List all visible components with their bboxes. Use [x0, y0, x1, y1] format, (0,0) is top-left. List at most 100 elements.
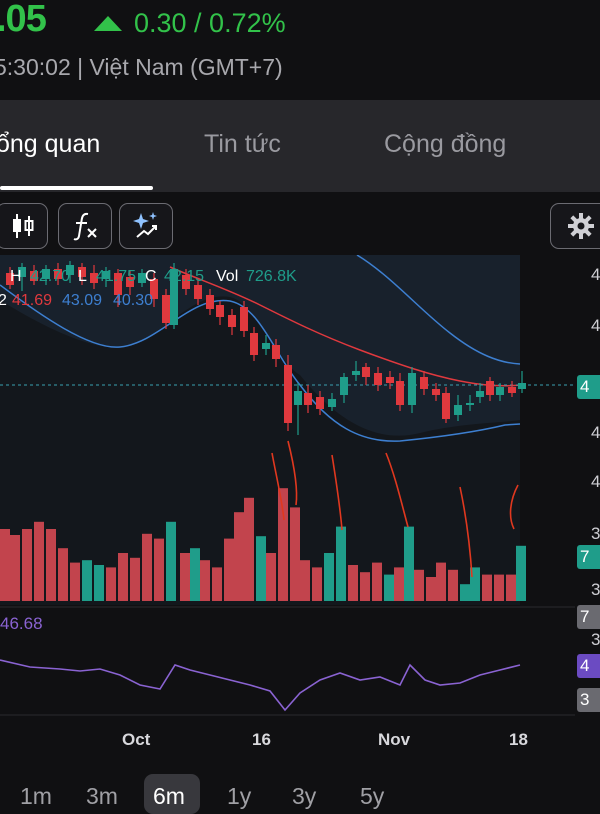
volume-bar	[0, 529, 10, 601]
volume-bar	[482, 574, 492, 601]
volume-bar	[70, 562, 80, 601]
x-axis-label: 16	[252, 730, 271, 749]
volume-bar	[384, 574, 394, 601]
volume-bar	[234, 512, 244, 601]
candle-body	[250, 333, 258, 355]
range-1y[interactable]: 1y	[227, 783, 252, 809]
volume-bar	[22, 529, 32, 601]
hand-drawn-annotations	[271, 440, 519, 578]
range-3y[interactable]: 3y	[292, 783, 317, 809]
candle-body	[54, 269, 62, 279]
volume-bar	[414, 569, 424, 601]
ai-analysis-button[interactable]	[119, 203, 173, 249]
legend-bb-upper: 41.69	[12, 292, 52, 309]
volume-bar	[190, 548, 200, 601]
volume-bar	[460, 584, 470, 601]
candle-body	[432, 389, 440, 395]
volume-bar	[154, 538, 164, 601]
candle-body	[316, 397, 324, 409]
candle-body	[182, 275, 190, 289]
range-5y[interactable]: 5y	[360, 783, 385, 809]
rsi-tag: 4	[577, 654, 600, 678]
legend-bb-prefix: 2	[0, 292, 7, 309]
tab-news[interactable]: Tin tức	[204, 130, 281, 158]
rsi-line	[0, 659, 521, 712]
range-3m[interactable]: 3m	[86, 783, 118, 809]
y-axis-tick: 3	[591, 630, 600, 649]
candle-body	[126, 277, 134, 287]
candle-body	[272, 345, 280, 359]
chart-type-button[interactable]	[0, 203, 48, 249]
volume-bar	[200, 560, 210, 601]
candle-body	[442, 393, 450, 419]
volume-bar	[224, 538, 234, 601]
candle-body	[228, 315, 236, 327]
candle-body	[30, 271, 38, 281]
candle-body	[508, 387, 516, 393]
bollinger-upper-line	[356, 254, 521, 365]
candle-body	[240, 307, 248, 331]
tab-overview[interactable]: ổng quan	[0, 130, 101, 158]
candle-body	[408, 373, 416, 405]
volume-bar	[348, 565, 358, 601]
volume-tag: 7	[577, 545, 600, 569]
volume-bar	[82, 560, 92, 601]
volume-bar	[436, 562, 446, 601]
volume-bar	[404, 526, 414, 601]
volume-bar	[312, 567, 322, 601]
volume-bar	[46, 529, 56, 601]
candle-body	[206, 295, 214, 309]
volume-bar	[494, 574, 504, 601]
legend-volume-value: 726.8K	[246, 268, 297, 285]
volume-bar	[300, 560, 310, 601]
candle-body	[352, 371, 360, 375]
indicators-button[interactable]	[58, 203, 112, 249]
volume-bar	[448, 569, 458, 601]
chart-canvas[interactable]: H 42.70 L 41.75 C 42.15 Vol 726.8K 2 41.…	[0, 254, 600, 720]
tab-bar: ổng quan Tin tức Cộng đồng	[0, 100, 600, 192]
legend-volume-label: Vol	[216, 268, 238, 285]
candle-body	[78, 267, 86, 277]
volume-bar	[324, 553, 334, 601]
candlestick-icon	[13, 214, 34, 238]
candle-body	[486, 381, 494, 395]
y-axis-tick: 3	[591, 580, 600, 599]
candle-body	[386, 377, 394, 383]
volume-bar	[360, 572, 370, 601]
tab-community[interactable]: Cộng đồng	[384, 130, 507, 158]
timestamp: 5:30:02 | Việt Nam (GMT+7)	[0, 54, 283, 80]
volume-bar	[266, 553, 276, 601]
range-6m[interactable]: 6m	[153, 783, 185, 809]
volume-ma-tag: 7	[577, 605, 600, 629]
volume-bar	[166, 521, 176, 601]
candle-body	[328, 399, 336, 407]
candle-body	[162, 295, 170, 323]
candle-body	[466, 403, 474, 405]
volume-bar	[244, 497, 254, 601]
legend-close-label: C	[145, 268, 157, 285]
candlestick-series	[6, 261, 526, 435]
active-tab-indicator	[0, 186, 153, 190]
volume-bar	[10, 535, 20, 601]
volume-bar	[34, 521, 44, 601]
x-axis-label: 18	[509, 730, 528, 749]
volume-bar	[256, 536, 266, 601]
price-chart[interactable]: H 42.70 L 41.75 C 42.15 Vol 726.8K 2 41.…	[0, 254, 600, 720]
sparkle-ai-icon	[133, 212, 157, 238]
settings-button[interactable]	[550, 203, 600, 249]
volume-bar	[394, 567, 404, 601]
current-price: .05	[0, 0, 47, 40]
candle-body	[362, 367, 370, 377]
last-price-tag: 4	[577, 375, 600, 399]
y-axis-tick: 4	[591, 265, 600, 284]
volume-bar	[278, 488, 288, 601]
candle-body	[138, 273, 146, 283]
bollinger-lower-line	[0, 284, 521, 442]
volume-bar	[94, 565, 104, 601]
candle-body	[102, 271, 110, 279]
legend-bb-lower: 40.30	[113, 292, 153, 309]
candle-body	[374, 373, 382, 385]
range-1m[interactable]: 1m	[20, 783, 52, 809]
candle-body	[90, 273, 98, 283]
y-axis-tick: 3	[591, 524, 600, 543]
